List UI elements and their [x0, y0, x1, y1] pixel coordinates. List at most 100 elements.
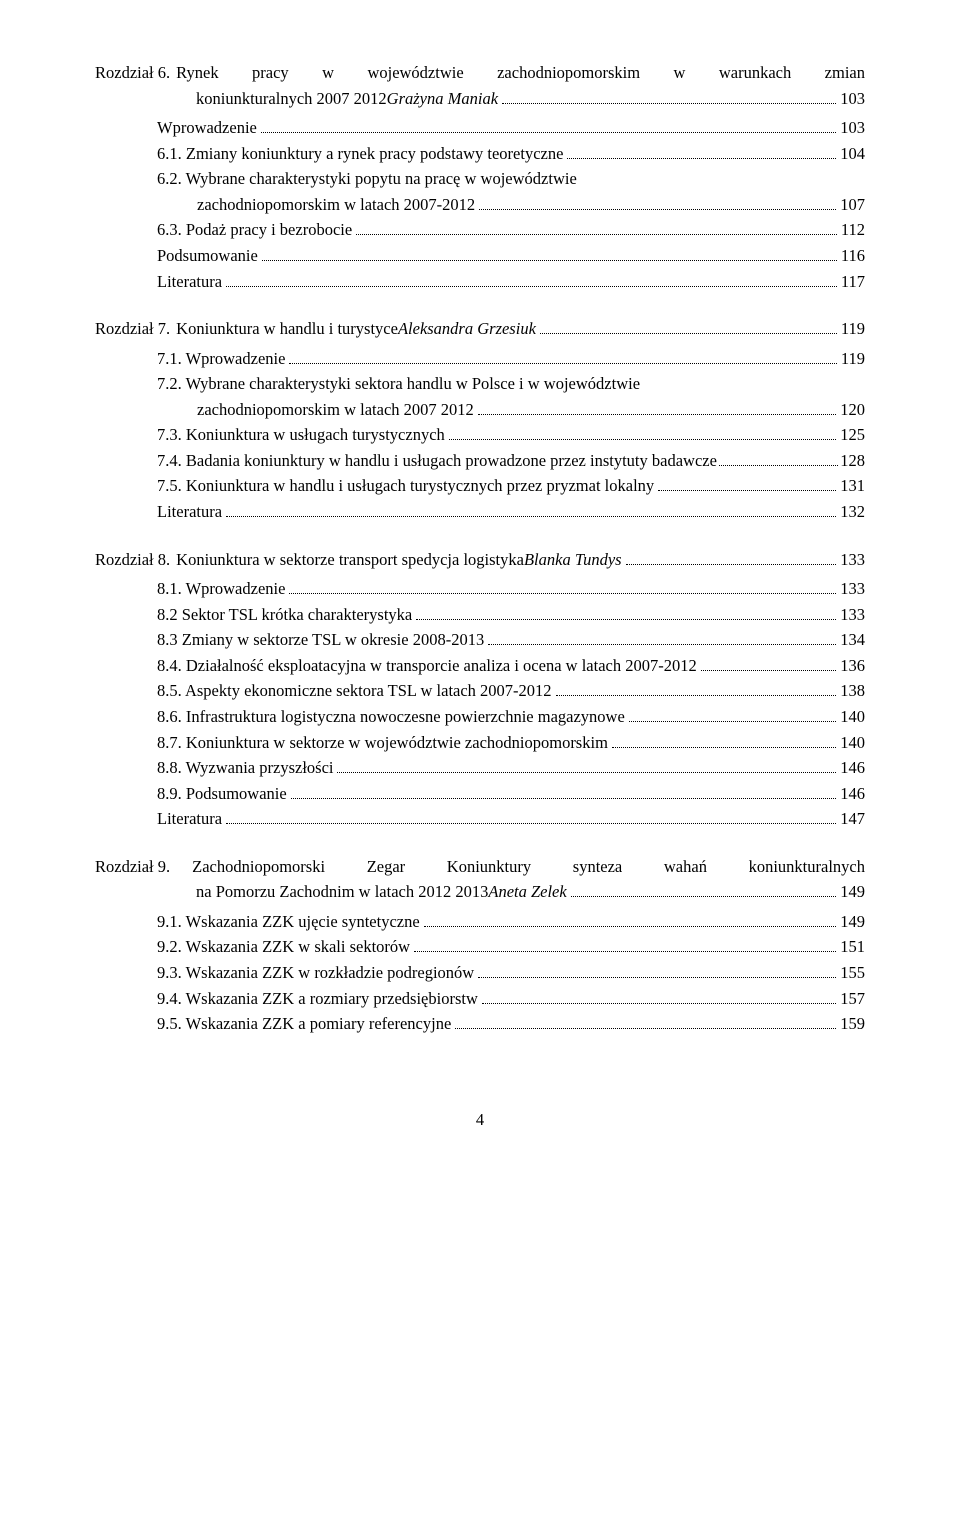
chapter-8-subs: 8.1. Wprowadzenie133 8.2 Sektor TSL krót…: [157, 576, 865, 832]
chapter-6-page: 103: [840, 86, 865, 112]
leader-dots: [658, 476, 836, 491]
chapter-9-title1: Zachodniopomorski Zegar Koniunktury synt…: [192, 854, 865, 880]
toc-entry: 7.3. Koniunktura w usługach turystycznyc…: [157, 422, 865, 448]
leader-dots: [226, 809, 836, 824]
chapter-6-author: Grażyna Maniak: [387, 86, 498, 112]
entry-text: 8.2 Sektor TSL krótka charakterystyka: [157, 602, 412, 628]
toc-entry: Podsumowanie 116: [157, 243, 865, 269]
chapter-9-subs: 9.1. Wskazania ZZK ujęcie syntetyczne 149…: [157, 909, 865, 1037]
entry-text: 6.3. Podaż pracy i bezrobocie: [157, 217, 352, 243]
entry-text: 8.7. Koniunktura w sektorze w województw…: [157, 730, 608, 756]
toc-entry: 8.2 Sektor TSL krótka charakterystyka 133: [157, 602, 865, 628]
toc-entry: Literatura 132: [157, 499, 865, 525]
chapter-9-title-line1: Rozdział 9. Zachodniopomorski Zegar Koni…: [95, 854, 865, 880]
entry-page: 147: [840, 806, 865, 832]
entry-text: Literatura: [157, 806, 222, 832]
leader-dots: [540, 319, 837, 334]
chapter-6-title1: Rynek pracy w województwie zachodniopomo…: [176, 60, 865, 86]
entry-page: 103: [840, 115, 865, 141]
chapter-8-page: 133: [840, 547, 865, 573]
entry-text: Literatura: [157, 269, 222, 295]
toc-entry: 8.4. Działalność eksploatacyjna w transp…: [157, 653, 865, 679]
toc-entry: 7.5. Koniunktura w handlu i usługach tur…: [157, 473, 865, 499]
entry-page: 146: [840, 755, 865, 781]
entry-page: 157: [840, 986, 865, 1012]
leader-dots: [414, 937, 836, 952]
entry-text: 9.2. Wskazania ZZK w skali sektorów: [157, 934, 410, 960]
toc-entry: 7.1. Wprowadzenie 119: [157, 346, 865, 372]
chapter-7-title-line: Rozdział 7. Koniunktura w handlu i turys…: [95, 316, 865, 342]
entry-text: Literatura: [157, 499, 222, 525]
toc-entry: 7.4. Badania koniunktury w handlu i usłu…: [157, 448, 865, 474]
entry-page: 104: [840, 141, 865, 167]
leader-dots: [612, 732, 836, 747]
entry-text: 8.9. Podsumowanie: [157, 781, 287, 807]
entry-page: 133: [840, 602, 865, 628]
entry-text-cont: zachodniopomorskim w latach 2007-2012: [197, 192, 475, 218]
leader-dots: [479, 195, 836, 210]
entry-text: 6.1. Zmiany koniunktury a rynek pracy po…: [157, 141, 563, 167]
entry-text: 8.3 Zmiany w sektorze TSL w okresie 2008…: [157, 627, 484, 653]
leader-dots: [289, 579, 836, 594]
leader-dots: [571, 882, 837, 897]
chapter-7-label: Rozdział 7.: [95, 316, 170, 342]
leader-dots: [262, 246, 837, 261]
chapter-7-author: Aleksandra Grzesiuk: [398, 316, 536, 342]
leader-dots: [261, 118, 836, 133]
toc-entry: 9.3. Wskazania ZZK w rozkładzie podregio…: [157, 960, 865, 986]
toc-entry: 7.2. Wybrane charakterystyki sektora han…: [157, 371, 865, 422]
chapter-6-block: Rozdział 6. Rynek pracy w województwie z…: [95, 60, 865, 294]
entry-page: 149: [840, 909, 865, 935]
leader-dots: [629, 707, 836, 722]
leader-dots: [449, 425, 836, 440]
leader-dots: [482, 989, 836, 1004]
entry-page: 119: [841, 346, 865, 372]
entry-page: 140: [840, 704, 865, 730]
entry-page: 120: [840, 397, 865, 423]
chapter-9-page: 149: [840, 879, 865, 905]
leader-dots: [356, 220, 837, 235]
leader-dots: [567, 144, 836, 159]
entry-text: 7.2. Wybrane charakterystyki sektora han…: [157, 371, 640, 397]
toc-entry: 8.1. Wprowadzenie133: [157, 576, 865, 602]
toc-entry: 6.2. Wybrane charakterystyki popytu na p…: [157, 166, 865, 217]
toc-entry: 6.1. Zmiany koniunktury a rynek pracy po…: [157, 141, 865, 167]
toc-entry: 8.5. Aspekty ekonomiczne sektora TSL w l…: [157, 678, 865, 704]
leader-dots: [226, 502, 836, 517]
chapter-7-title-pre: Koniunktura w handlu i turystyce: [176, 316, 398, 342]
entry-page: 151: [840, 934, 865, 960]
entry-page: 107: [840, 192, 865, 218]
toc-entry: Literatura 117: [157, 269, 865, 295]
toc-entry: 8.7. Koniunktura w sektorze w województw…: [157, 730, 865, 756]
toc-entry: Wprowadzenie 103: [157, 115, 865, 141]
chapter-6-subs: Wprowadzenie 103 6.1. Zmiany koniunktury…: [157, 115, 865, 294]
entry-page: 116: [841, 243, 865, 269]
entry-text: 9.4. Wskazania ZZK a rozmiary przedsiębi…: [157, 986, 478, 1012]
entry-text: 7.3. Koniunktura w usługach turystycznyc…: [157, 422, 445, 448]
toc-entry: 9.2. Wskazania ZZK w skali sektorów 151: [157, 934, 865, 960]
leader-dots: [478, 400, 836, 415]
chapter-8-block: Rozdział 8. Koniunktura w sektorze trans…: [95, 547, 865, 832]
entry-page: 138: [840, 678, 865, 704]
entry-text: Wprowadzenie: [157, 115, 257, 141]
entry-text-cont: zachodniopomorskim w latach 2007 2012: [197, 397, 474, 423]
entry-text: 7.1. Wprowadzenie: [157, 346, 285, 372]
entry-text: 9.5. Wskazania ZZK a pomiary referencyjn…: [157, 1011, 451, 1037]
toc-entry: Literatura 147: [157, 806, 865, 832]
leader-dots: [455, 1014, 836, 1029]
toc-page: Rozdział 6. Rynek pracy w województwie z…: [0, 0, 960, 1182]
leader-dots: [719, 451, 838, 466]
chapter-6-label: Rozdział 6.: [95, 60, 170, 86]
chapter-9-title2-pre: na Pomorzu Zachodnim w latach 2012 2013: [196, 879, 488, 905]
entry-page: 136: [840, 653, 865, 679]
leader-dots: [626, 550, 837, 565]
entry-text: 9.1. Wskazania ZZK ujęcie syntetyczne: [157, 909, 420, 935]
leader-dots: [488, 630, 836, 645]
toc-entry: 8.3 Zmiany w sektorze TSL w okresie 2008…: [157, 627, 865, 653]
entry-page: 155: [840, 960, 865, 986]
entry-text: 8.4. Działalność eksploatacyjna w transp…: [157, 653, 697, 679]
chapter-9-label: Rozdział 9.: [95, 854, 170, 880]
entry-text: 7.4. Badania koniunktury w handlu i usłu…: [157, 448, 717, 474]
entry-page: 146: [840, 781, 865, 807]
entry-text: 8.1. Wprowadzenie: [157, 576, 285, 602]
